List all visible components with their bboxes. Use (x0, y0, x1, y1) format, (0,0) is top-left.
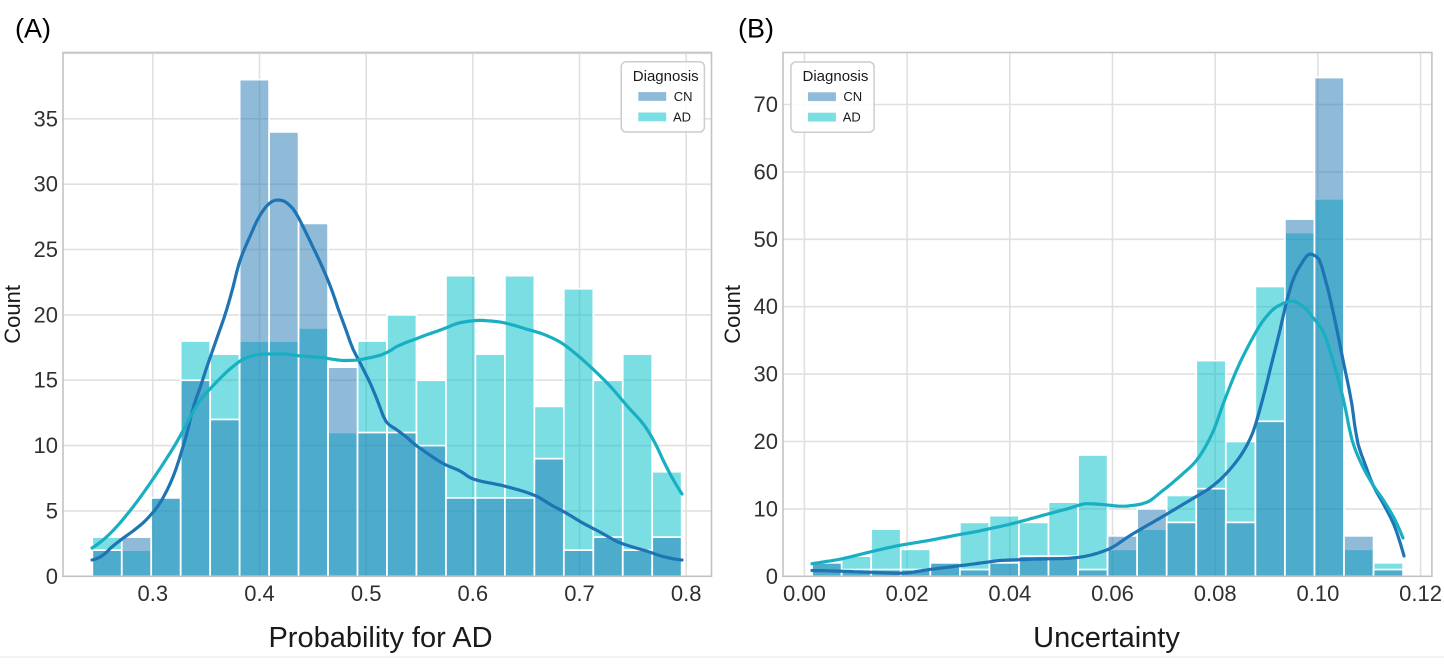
svg-text:10: 10 (754, 496, 778, 521)
svg-text:CN: CN (674, 89, 693, 104)
svg-text:50: 50 (754, 227, 778, 252)
svg-text:0.00: 0.00 (783, 581, 826, 606)
svg-text:10: 10 (34, 433, 58, 458)
svg-text:30: 30 (754, 362, 778, 387)
svg-text:40: 40 (754, 294, 778, 319)
svg-text:(A): (A) (15, 14, 51, 44)
svg-text:20: 20 (34, 302, 58, 327)
svg-text:60: 60 (754, 159, 778, 184)
svg-text:0: 0 (46, 564, 58, 589)
svg-text:0.08: 0.08 (1194, 581, 1237, 606)
svg-text:0.6: 0.6 (458, 581, 489, 606)
svg-text:0.10: 0.10 (1296, 581, 1339, 606)
svg-text:AD: AD (843, 110, 861, 125)
svg-text:(B): (B) (738, 14, 774, 44)
svg-text:AD: AD (673, 109, 691, 124)
svg-text:15: 15 (34, 368, 58, 393)
svg-text:5: 5 (46, 498, 58, 523)
svg-text:Count: Count (0, 285, 25, 344)
svg-text:0.02: 0.02 (886, 581, 929, 606)
svg-text:0.04: 0.04 (988, 581, 1031, 606)
svg-text:30: 30 (34, 172, 58, 197)
svg-text:Uncertainty: Uncertainty (1033, 622, 1180, 654)
svg-text:0.8: 0.8 (671, 581, 702, 606)
svg-text:0.12: 0.12 (1399, 581, 1442, 606)
svg-text:70: 70 (754, 92, 778, 117)
svg-text:Diagnosis: Diagnosis (803, 68, 869, 85)
svg-text:0.5: 0.5 (351, 581, 382, 606)
svg-text:0: 0 (766, 564, 778, 589)
svg-text:35: 35 (34, 106, 58, 131)
svg-text:0.06: 0.06 (1091, 581, 1134, 606)
svg-text:25: 25 (34, 237, 58, 262)
svg-text:Diagnosis: Diagnosis (633, 68, 699, 85)
svg-text:Probability for AD: Probability for AD (268, 622, 492, 654)
svg-text:CN: CN (843, 89, 862, 104)
svg-text:20: 20 (754, 429, 778, 454)
svg-text:0.3: 0.3 (138, 581, 169, 606)
svg-text:Count: Count (720, 285, 745, 344)
svg-text:0.7: 0.7 (564, 581, 595, 606)
svg-text:0.4: 0.4 (244, 581, 275, 606)
